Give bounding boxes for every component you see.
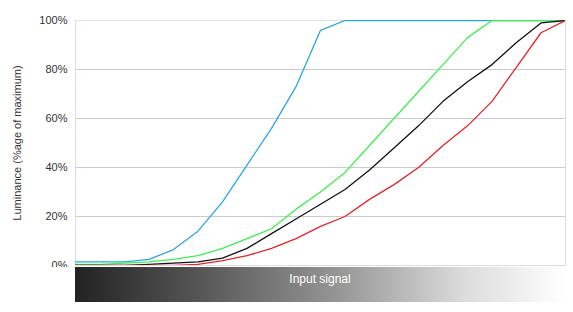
- svg-text:100%: 100%: [39, 14, 67, 26]
- svg-text:80%: 80%: [45, 63, 67, 75]
- svg-text:Luminance (%age of maximum): Luminance (%age of maximum): [11, 65, 23, 220]
- svg-text:20%: 20%: [45, 210, 67, 222]
- svg-text:0%: 0%: [52, 259, 68, 267]
- svg-text:40%: 40%: [45, 161, 67, 173]
- html-text:Input signal: Input signal: [289, 272, 351, 286]
- svg-text:60%: 60%: [45, 112, 67, 124]
